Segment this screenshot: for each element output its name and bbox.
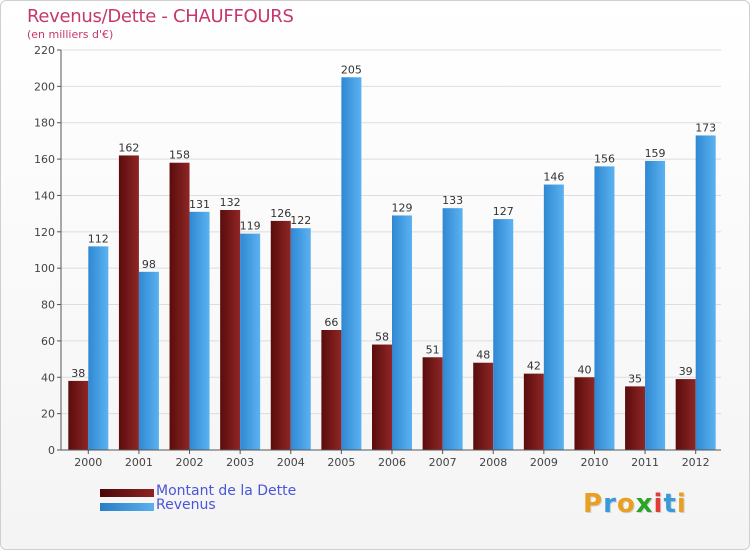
bar-dette [574,377,595,450]
value-label-revenus: 131 [189,198,210,211]
y-tick-label: 120 [34,226,55,239]
bar-revenus [392,215,412,450]
value-label-revenus: 156 [594,152,615,165]
logo-letter: i [653,489,664,519]
bar-revenus [442,208,463,450]
value-label-revenus: 146 [543,171,564,184]
bar-dette [321,330,342,450]
x-tick-label: 2008 [479,456,507,469]
x-tick-label: 2000 [74,456,102,469]
value-label-dette: 132 [220,196,241,209]
value-label-dette: 40 [577,363,591,376]
legend-label-dette: Montant de la Dette [156,483,297,499]
y-tick-label: 160 [34,153,55,166]
value-label-dette: 126 [270,207,291,220]
y-tick-label: 180 [34,117,55,130]
value-label-revenus: 127 [493,205,514,218]
bar-revenus [88,246,109,450]
value-label-dette: 39 [679,365,693,378]
legend-swatch-dette [100,489,154,497]
value-label-revenus: 119 [240,220,261,233]
x-tick-label: 2004 [277,456,305,469]
y-tick-label: 40 [41,371,55,384]
bar-revenus [240,233,261,450]
value-label-revenus: 129 [392,201,413,214]
y-axis: 0 20 40 60 80 100 120 140 160 180 200 220 [34,44,62,457]
bar-dette [675,379,696,450]
logo-letter: r [603,489,617,519]
value-label-revenus: 133 [442,194,463,207]
bar-revenus [594,166,615,450]
logo-letter: P [583,489,604,519]
bars [68,77,716,451]
chart-subtitle: (en milliers d'€) [27,28,114,41]
x-tick-label: 2011 [631,456,659,469]
bar-revenus [138,271,159,450]
bar-dette [169,162,190,450]
y-tick-label: 60 [41,335,55,348]
bar-revenus [645,160,666,450]
bar-dette [625,386,646,450]
value-label-revenus: 159 [645,147,666,160]
y-tick-label: 100 [34,262,55,275]
bar-revenus [189,211,210,450]
logo-letter: i [676,489,687,519]
legend-label-revenus: Revenus [156,497,216,513]
bar-dette [220,210,241,450]
value-label-dette: 158 [169,149,190,162]
x-tick-label: 2005 [327,456,355,469]
value-label-dette: 51 [426,343,440,356]
value-label-revenus: 98 [142,258,156,271]
bar-dette [372,344,392,450]
value-label-dette: 48 [476,349,490,362]
y-tick-label: 200 [34,80,55,93]
x-tick-label: 2012 [682,456,710,469]
y-tick-label: 0 [48,444,55,457]
bar-revenus [543,184,564,450]
x-tick-label: 2001 [125,456,153,469]
value-label-dette: 58 [375,331,389,344]
bar-revenus [695,135,716,451]
value-label-dette: 162 [118,141,139,154]
bar-dette [68,380,89,450]
x-tick-label: 2006 [378,456,406,469]
x-tick-label: 2007 [429,456,457,469]
bar-revenus [290,228,311,450]
x-axis: 2000 2001 2002 2003 2004 2005 2006 2007 2008 2009… [61,449,721,469]
logo-letter: x [635,489,654,519]
value-label-revenus: 205 [341,63,362,76]
value-label-dette: 66 [324,316,338,329]
bar-dette [523,373,544,450]
bar-dette [422,357,443,450]
x-tick-label: 2002 [176,456,204,469]
bar-dette [270,220,291,450]
bar-dette [473,362,494,450]
x-tick-label: 2010 [580,456,608,469]
value-label-revenus: 122 [290,214,311,227]
bar-dette [118,155,139,451]
y-tick-label: 80 [41,299,55,312]
value-label-revenus: 112 [88,232,109,245]
bar-revenus [493,219,514,450]
chart-title: Revenus/Dette - CHAUFFOURS [27,6,294,27]
value-label-revenus: 173 [695,121,716,134]
logo-letter: o [616,489,636,519]
legend-swatch-revenus [100,503,154,511]
bar-revenus [341,77,362,450]
value-label-dette: 35 [628,372,642,385]
y-tick-label: 140 [34,189,55,202]
logo-letter: t [663,489,677,519]
proxiti-logo: Proxiti [583,489,687,519]
y-tick-label: 20 [41,408,55,421]
x-tick-label: 2009 [530,456,558,469]
value-label-dette: 42 [527,360,541,373]
y-tick-label: 220 [34,44,55,57]
x-tick-label: 2003 [226,456,254,469]
value-label-dette: 38 [71,367,85,380]
